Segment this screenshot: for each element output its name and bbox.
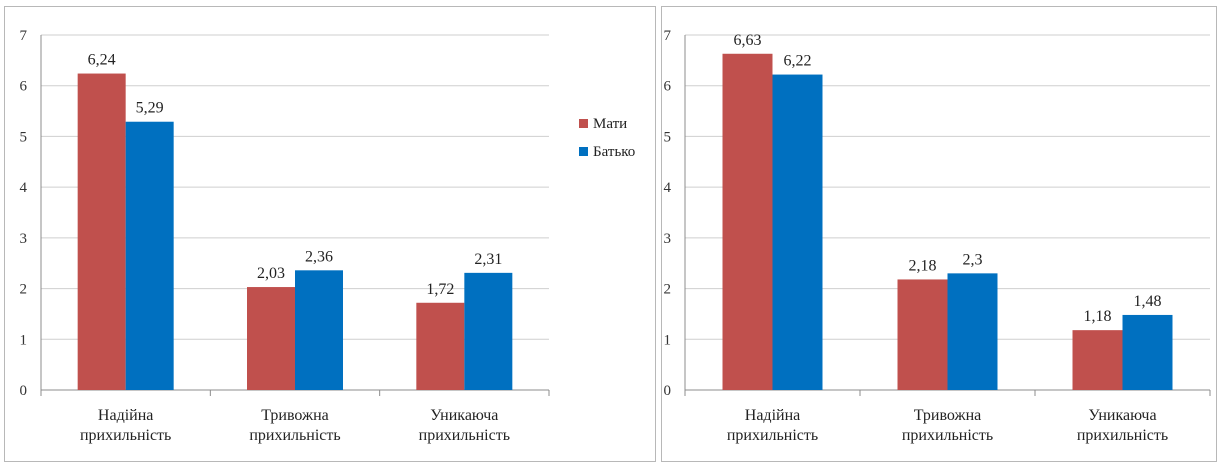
y-tick-label: 6 [664, 79, 672, 95]
y-tick-label: 0 [20, 383, 28, 399]
x-category-label-line: прихильність [419, 427, 510, 444]
x-category-label-line: Тривожна [261, 407, 329, 424]
legend-swatch-father [579, 147, 588, 156]
data-label: 5,29 [136, 100, 164, 117]
y-tick-label: 3 [20, 231, 28, 247]
y-tick-label: 7 [20, 28, 28, 44]
y-tick-label: 5 [664, 129, 672, 145]
bar-father [1122, 314, 1173, 390]
bar-mother [897, 279, 948, 390]
y-tick-label: 3 [664, 231, 672, 247]
data-label: 6,24 [88, 52, 116, 69]
x-category-label-line: прихильність [249, 427, 340, 444]
legend-label-mother: Мати [593, 116, 627, 132]
data-label: 2,18 [909, 257, 937, 274]
x-category-label: Уникаюча прихильність [419, 407, 510, 444]
x-category-label: Тривожна прихильність [902, 407, 993, 444]
data-label: 6,22 [784, 53, 812, 70]
bar-mother [1072, 330, 1123, 390]
bar-father [464, 272, 513, 390]
y-tick-label: 6 [20, 79, 28, 95]
data-label: 1,18 [1084, 308, 1112, 325]
data-label: 1,72 [426, 281, 454, 298]
x-category-label-line: Надійна [745, 407, 800, 424]
bar-father [295, 270, 343, 390]
y-tick-label: 1 [20, 332, 28, 348]
x-category-label-line: Уникаюча [430, 407, 498, 424]
bar-mother [77, 73, 126, 391]
y-tick-label: 5 [20, 129, 28, 145]
legend-label-father: Батько [593, 144, 635, 160]
y-tick-label: 7 [664, 28, 672, 44]
y-tick-label: 4 [664, 180, 672, 196]
bar-father [772, 74, 823, 391]
chart-panel-left: 0 1 2 3 4 5 6 7 6,24 5,29 Надійна прихильність 2,03 2… [4, 6, 656, 462]
bar-chart-right: 0 1 2 3 4 5 6 7 6,63 6,22 Надійна прихильність 2,18 2… [664, 28, 1211, 444]
x-category-label-line: Надійна [98, 407, 153, 424]
bar-chart-left: 0 1 2 3 4 5 6 7 6,24 5,29 Надійна прихильність 2,03 2… [20, 28, 636, 444]
data-label: 2,03 [257, 265, 285, 282]
x-category-label-line: прихильність [902, 427, 993, 444]
bar-father [947, 273, 998, 390]
y-tick-label: 1 [664, 332, 672, 348]
data-label: 2,36 [305, 248, 333, 265]
x-category-label-line: Уникаюча [1088, 407, 1156, 424]
x-category-label: Уникаюча прихильність [1077, 407, 1168, 444]
y-tick-label: 4 [20, 180, 28, 196]
y-tick-label: 2 [664, 282, 672, 298]
legend-swatch-mother [579, 119, 588, 128]
x-category-label: Надійна прихильність [727, 407, 818, 444]
data-label: 2,3 [963, 251, 983, 268]
bar-father [125, 121, 174, 390]
bar-mother [416, 302, 465, 390]
bar-mother [247, 287, 295, 390]
x-category-label-line: прихильність [80, 427, 171, 444]
data-label: 1,48 [1134, 293, 1162, 310]
x-category-label: Надійна прихильність [80, 407, 171, 444]
y-tick-label: 2 [20, 282, 28, 298]
x-category-label-line: прихильність [727, 427, 818, 444]
x-category-label-line: Тривожна [914, 407, 982, 424]
x-category-label: Тривожна прихильність [249, 407, 340, 444]
chart-panel-right: 0 1 2 3 4 5 6 7 6,63 6,22 Надійна прихильність 2,18 2… [661, 6, 1217, 462]
bar-mother [722, 53, 773, 391]
data-label: 2,31 [474, 251, 502, 268]
y-tick-label: 0 [664, 383, 672, 399]
data-label: 6,63 [734, 32, 762, 49]
x-category-label-line: прихильність [1077, 427, 1168, 444]
